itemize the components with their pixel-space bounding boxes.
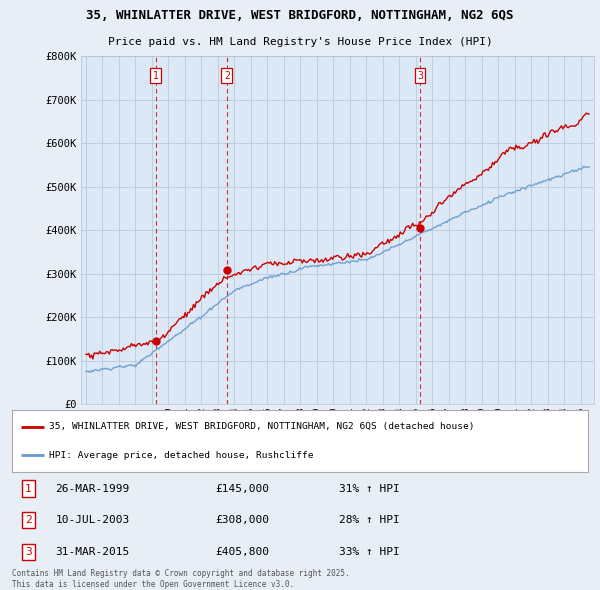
Text: 2: 2 <box>224 71 230 81</box>
Text: 26-MAR-1999: 26-MAR-1999 <box>56 484 130 493</box>
Text: £405,800: £405,800 <box>215 548 269 557</box>
Text: 28% ↑ HPI: 28% ↑ HPI <box>339 516 400 525</box>
Text: Price paid vs. HM Land Registry's House Price Index (HPI): Price paid vs. HM Land Registry's House … <box>107 37 493 47</box>
Text: 1: 1 <box>153 71 158 81</box>
Text: 3: 3 <box>417 71 423 81</box>
Text: 10-JUL-2003: 10-JUL-2003 <box>56 516 130 525</box>
Text: 31-MAR-2015: 31-MAR-2015 <box>56 548 130 557</box>
Text: 31% ↑ HPI: 31% ↑ HPI <box>339 484 400 493</box>
Text: Contains HM Land Registry data © Crown copyright and database right 2025.
This d: Contains HM Land Registry data © Crown c… <box>12 569 350 589</box>
Text: 2: 2 <box>25 516 32 525</box>
Text: £145,000: £145,000 <box>215 484 269 493</box>
Text: 33% ↑ HPI: 33% ↑ HPI <box>339 548 400 557</box>
Text: 1: 1 <box>25 484 32 493</box>
Text: £308,000: £308,000 <box>215 516 269 525</box>
Text: 3: 3 <box>25 548 32 557</box>
Text: 35, WHINLATTER DRIVE, WEST BRIDGFORD, NOTTINGHAM, NG2 6QS: 35, WHINLATTER DRIVE, WEST BRIDGFORD, NO… <box>86 9 514 22</box>
Text: HPI: Average price, detached house, Rushcliffe: HPI: Average price, detached house, Rush… <box>49 451 314 460</box>
Text: 35, WHINLATTER DRIVE, WEST BRIDGFORD, NOTTINGHAM, NG2 6QS (detached house): 35, WHINLATTER DRIVE, WEST BRIDGFORD, NO… <box>49 422 475 431</box>
